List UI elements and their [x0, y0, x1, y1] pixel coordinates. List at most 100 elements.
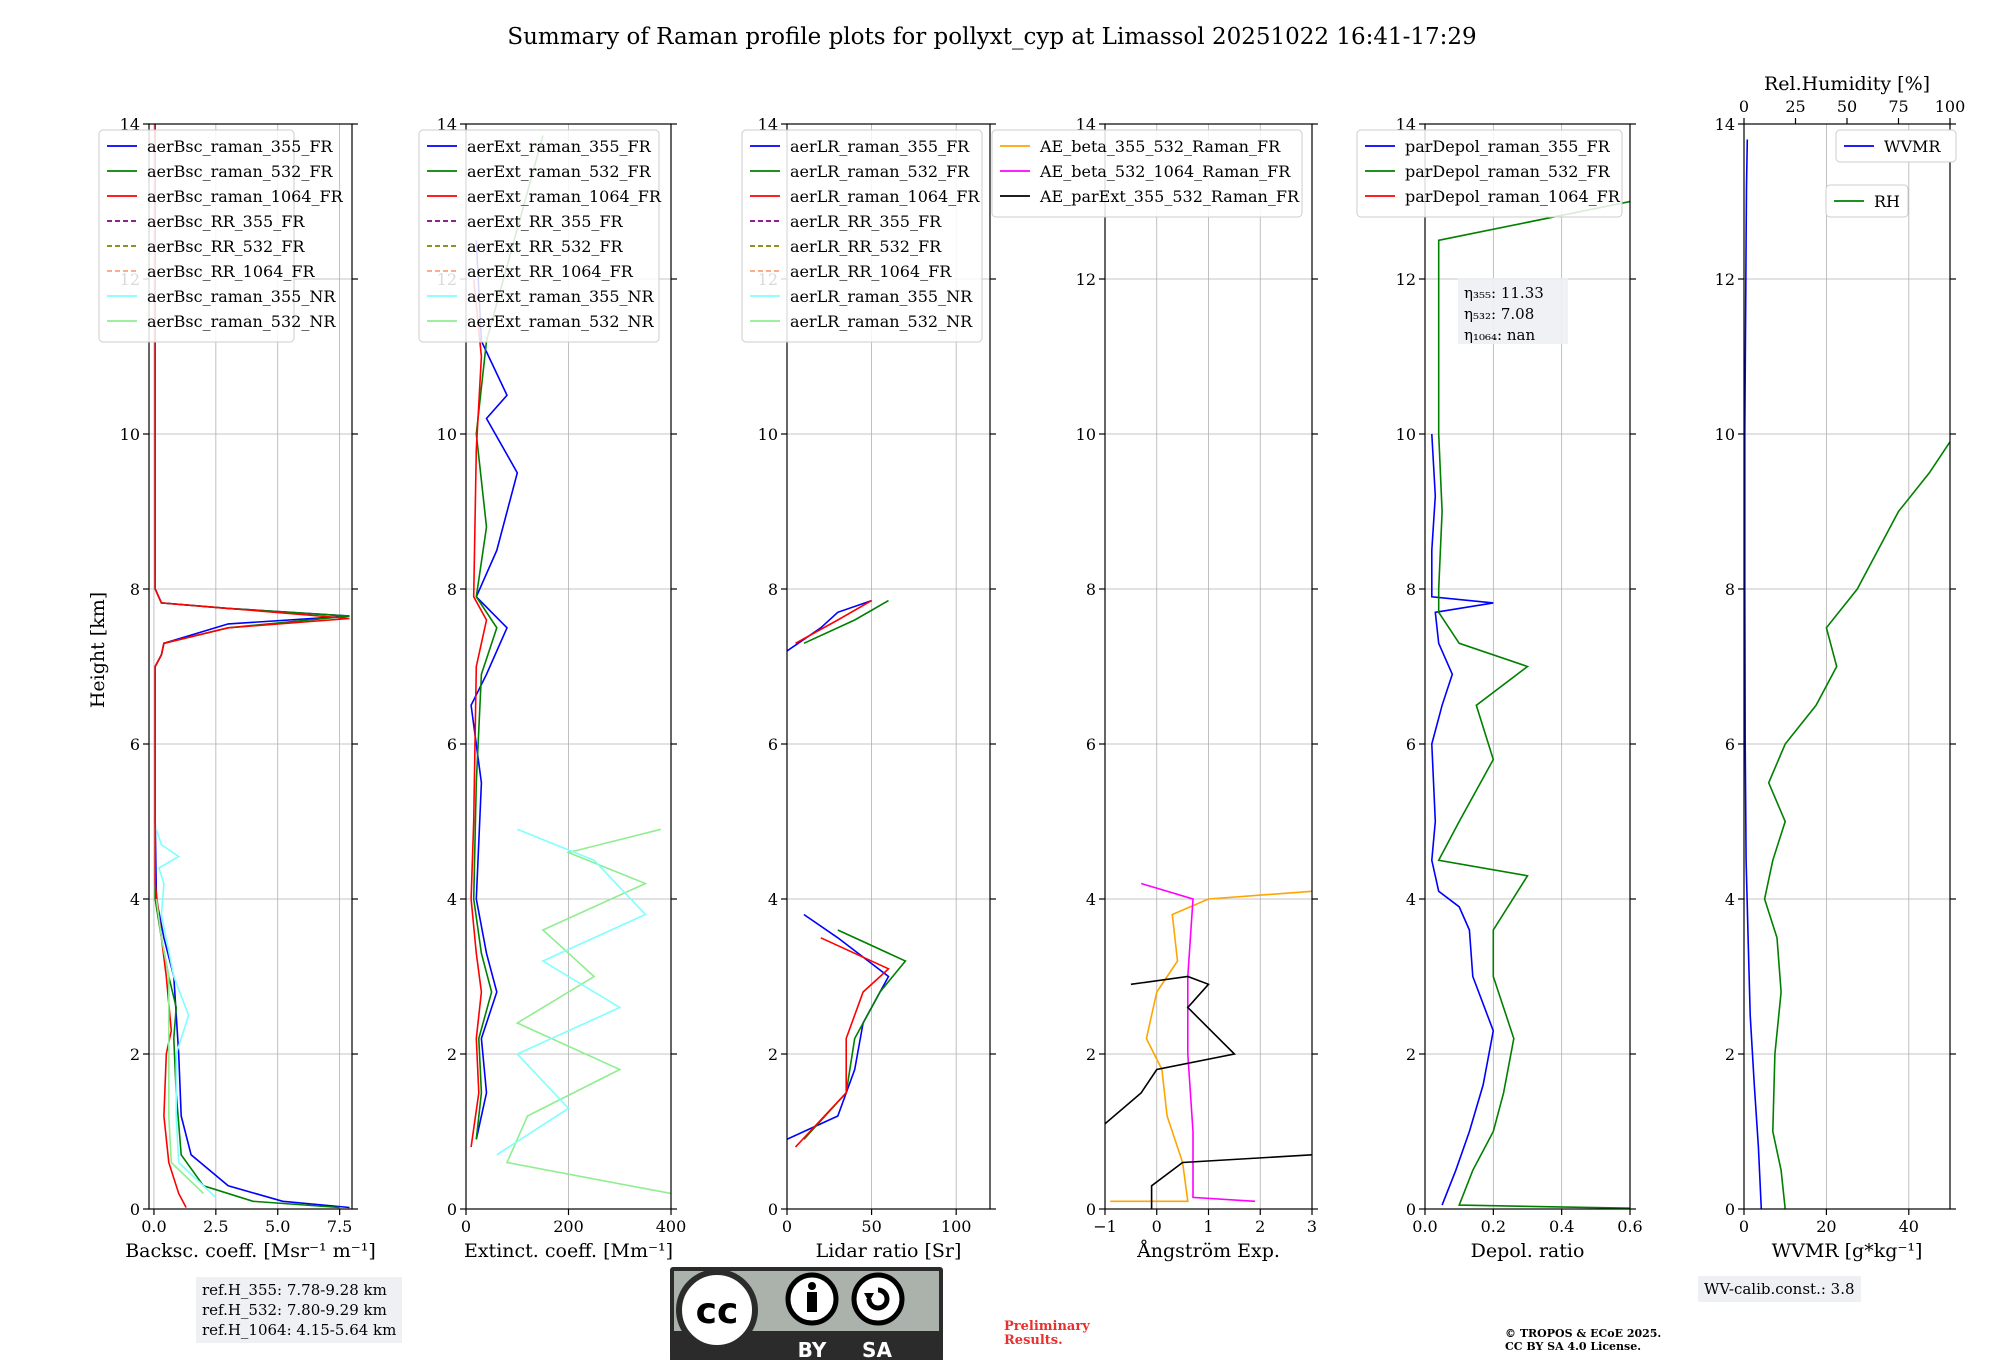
- legend-entry: aerBsc_raman_1064_FR: [147, 187, 344, 206]
- legend-entry: aerBsc_raman_355_FR: [147, 137, 333, 156]
- panel-depol: 0 2 4 6 8 10 12 14 0.0 0.2 0.4 0.6 Depol. ratio parDe…: [1356, 115, 1643, 1262]
- x-tick-label: 40: [1899, 1217, 1919, 1236]
- y-tick-label: 14: [120, 115, 140, 134]
- y-tick-label: 4: [447, 890, 457, 909]
- y-tick-label: 6: [1406, 735, 1416, 754]
- series-line-RH: [1763, 441, 1950, 1209]
- y-tick-label: 14: [758, 115, 778, 134]
- series-line-aerLR_raman_532_FR_upper: [803, 599, 889, 645]
- y-tick-label: 14: [1715, 115, 1735, 134]
- y-tick-label: 12: [1396, 270, 1416, 289]
- legend-box: [1835, 129, 1957, 163]
- legend-entry: aerLR_raman_532_FR: [790, 162, 970, 181]
- copyright-line-1: © TROPOS & ECoE 2025.: [1505, 1327, 1662, 1340]
- legend-entry: aerExt_raman_532_NR: [467, 312, 655, 331]
- series-line-AE_parExt_355_532_Raman_FR: [1150, 1154, 1312, 1209]
- preliminary-line-1: Preliminary: [1004, 1319, 1090, 1334]
- series-line-AE_parExt_355_532_Raman_FR_b: [1105, 975, 1237, 1125]
- y-tick-label: 8: [447, 580, 457, 599]
- x-tick-label: 2.5: [203, 1217, 228, 1236]
- x-tick-label: 7.5: [327, 1217, 352, 1236]
- series-line-aerExt_raman_532_FR: [472, 135, 544, 1140]
- y-tick-label: 6: [768, 735, 778, 754]
- cc-icon: [676, 1269, 758, 1351]
- legend-entry: aerExt_RR_1064_FR: [467, 262, 634, 281]
- axes-frame: [148, 123, 353, 1210]
- legend-box: [1356, 129, 1623, 218]
- series-line-aerExt_raman_355_NR: [496, 828, 647, 1156]
- legend-box: [1825, 184, 1909, 218]
- x-tick-label: 0.2: [1481, 1217, 1506, 1236]
- legend-entry: parDepol_raman_532_FR: [1405, 162, 1611, 181]
- series-line-aerLR_raman_355_FR: [787, 913, 890, 1141]
- x-tick-label: −1: [1093, 1217, 1117, 1236]
- y-tick-label: 2: [768, 1045, 778, 1064]
- legend-entry: aerBsc_raman_355_NR: [147, 287, 336, 306]
- annotation-text: η₅₃₂: 7.08: [1464, 305, 1534, 323]
- x-axis-label: Backsc. coeff. [Msr⁻¹ m⁻¹]: [125, 1240, 376, 1262]
- x-tick-label: 20: [1816, 1217, 1836, 1236]
- y-tick-label: 0: [768, 1200, 778, 1219]
- y-tick-label: 10: [1715, 425, 1735, 444]
- legend-entry: aerBsc_RR_1064_FR: [147, 262, 316, 281]
- annotation-text: η₁₀₆₄: nan: [1464, 326, 1535, 344]
- x-tick-label: 100: [941, 1217, 972, 1236]
- license-sa: SA: [862, 1338, 892, 1360]
- panel-ext: 024681012140200400Extinct. coeff. [Mm⁻¹]…: [418, 115, 686, 1262]
- legend: AE_beta_355_532_Raman_FR AE_beta_532_1064…: [991, 129, 1303, 218]
- x-axis-label: Ångström Exp.: [1136, 1240, 1280, 1262]
- legend-entry: aerExt_raman_355_FR: [467, 137, 652, 156]
- series-line-WVMR: [1744, 139, 1763, 1209]
- figure-title: Summary of Raman profile plots for polly…: [507, 24, 1476, 50]
- legend-entry: aerBsc_raman_532_FR: [147, 162, 333, 181]
- y-tick-label: 10: [1076, 425, 1096, 444]
- y-tick-label: 2: [130, 1045, 140, 1064]
- series-line-AE_beta_532_1064_Raman_FR: [1140, 882, 1256, 1203]
- ref-height-1064: ref.H_1064: 4.15-5.64 km: [202, 1321, 397, 1339]
- series-line-aerBsc_raman_1064_FR: [154, 124, 350, 1208]
- top-x-tick-label: 25: [1785, 97, 1805, 116]
- series-line-parDepol_raman_355_FR: [1430, 433, 1495, 1206]
- copyright-line-2: CC BY SA 4.0 License.: [1505, 1340, 1642, 1353]
- series-line-AE_beta_355_532_Raman_FR: [1110, 890, 1312, 1203]
- y-tick-label: 12: [1715, 270, 1735, 289]
- legend-box: [991, 129, 1303, 218]
- series-line-aerExt_raman_532_NR: [505, 828, 671, 1195]
- y-tick-label: 8: [1406, 580, 1416, 599]
- y-tick-label: 2: [447, 1045, 457, 1064]
- legend-entry: AE_parExt_355_532_Raman_FR: [1039, 187, 1300, 206]
- x-tick-label: 200: [553, 1217, 584, 1236]
- series-group: [470, 135, 671, 1195]
- legend-entry: aerExt_raman_1064_FR: [467, 187, 662, 206]
- x-tick-label: 3: [1307, 1217, 1317, 1236]
- y-tick-label: 10: [437, 425, 457, 444]
- legend: parDepol_raman_355_FR parDepol_raman_532_…: [1356, 129, 1623, 218]
- legend-entry: AE_beta_532_1064_Raman_FR: [1039, 162, 1291, 181]
- y-tick-label: 8: [768, 580, 778, 599]
- legend-box: [418, 129, 660, 343]
- x-tick-label: 50: [861, 1217, 881, 1236]
- legend: aerLR_raman_355_FR aerLR_raman_532_FR aerL…: [741, 129, 983, 343]
- y-tick-label: 0: [1725, 1200, 1735, 1219]
- series-line-aerExt_raman_355_FR: [470, 240, 519, 1140]
- annotation-text: η₃₅₅: 11.33: [1464, 284, 1544, 302]
- legend-entry: aerBsc_RR_355_FR: [147, 212, 305, 231]
- x-tick-label: 0.0: [1412, 1217, 1437, 1236]
- preliminary-line-2: Results.: [1004, 1333, 1063, 1348]
- legend-entry: RH: [1874, 192, 1900, 211]
- series-line-aerBsc_raman_532_NR: [155, 898, 205, 1195]
- series-group: [154, 124, 350, 1209]
- y-tick-label: 6: [1086, 735, 1096, 754]
- preliminary-note: Preliminary Results.: [1004, 1320, 1090, 1348]
- legend-entry: aerLR_raman_532_NR: [790, 312, 973, 331]
- y-tick-label: 4: [1406, 890, 1416, 909]
- legend-entry: aerExt_raman_532_FR: [467, 162, 652, 181]
- top-x-tick-label: 0: [1739, 97, 1749, 116]
- panel-lr: 02468101214050100Lidar ratio [Sr]aerLR_r…: [741, 115, 996, 1262]
- y-tick-label: 0: [130, 1200, 140, 1219]
- x-tick-label: 0: [461, 1217, 471, 1236]
- cc-letters: cc: [696, 1291, 739, 1332]
- y-tick-label: 8: [1725, 580, 1735, 599]
- legend-entry: aerLR_RR_1064_FR: [790, 262, 952, 281]
